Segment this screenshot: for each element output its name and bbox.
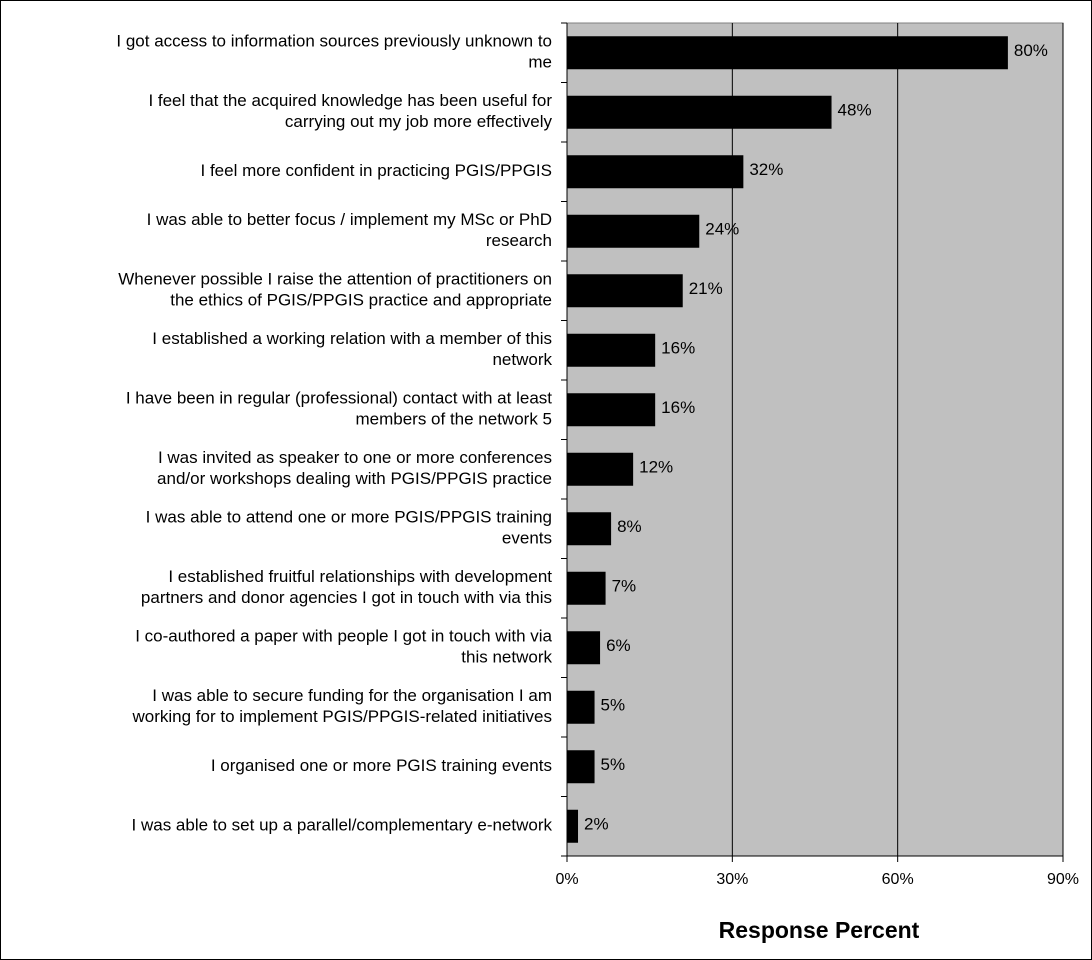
category-label: I feel that the acquired knowledge has b… <box>148 91 552 110</box>
bar <box>567 214 700 248</box>
category-label: and/or workshops dealing with PGIS/PPGIS… <box>157 469 552 488</box>
x-tick-labels: 0% 30% 60% 90% <box>555 871 1079 888</box>
category-label: partners and donor agencies I got in tou… <box>141 588 552 607</box>
bar-value-label: 24% <box>705 220 739 239</box>
category-label: I organised one or more PGIS training ev… <box>211 756 552 775</box>
category-label: this network <box>461 648 552 667</box>
x-tick-label: 90% <box>1047 871 1079 888</box>
bar-value-label: 12% <box>639 458 673 477</box>
data-labels: 80% 48% 32% 24% 21% 16% 16% 12% 8% 7% 6% 5% 5% 2% <box>584 41 1048 834</box>
bar-value-label: 32% <box>749 160 783 179</box>
bar <box>567 95 832 129</box>
bar <box>567 393 656 427</box>
category-label: me <box>528 53 552 72</box>
bar <box>567 155 744 189</box>
bar-value-label: 48% <box>838 101 872 120</box>
bar <box>567 333 656 367</box>
bars <box>567 36 1008 843</box>
category-label: Whenever possible I raise the attention … <box>118 270 552 289</box>
category-label: network <box>492 350 552 369</box>
bar <box>567 809 579 843</box>
bar <box>567 750 595 784</box>
category-label: I was able to better focus / implement m… <box>147 210 552 229</box>
category-label: research <box>486 231 552 250</box>
category-label: I have been in regular (professional) co… <box>126 389 552 408</box>
bar <box>567 36 1008 70</box>
category-label: I was able to attend one or more PGIS/PP… <box>146 508 552 527</box>
bar <box>567 512 612 546</box>
category-label: working for to implement PGIS/PPGIS-rela… <box>132 707 553 726</box>
bar-value-label: 5% <box>601 696 626 715</box>
bar <box>567 452 634 486</box>
bar-value-label: 16% <box>661 339 695 358</box>
x-tick-label: 30% <box>716 871 748 888</box>
bar <box>567 571 606 605</box>
category-label: events <box>502 529 552 548</box>
category-label: I established a working relation with a … <box>152 329 552 348</box>
category-label: I was able to secure funding for the org… <box>152 686 552 705</box>
x-tick-label: 60% <box>882 871 914 888</box>
category-label: I co-authored a paper with people I got … <box>135 627 552 646</box>
bar-value-label: 80% <box>1014 41 1048 60</box>
x-axis-title: Response Percent <box>719 917 920 943</box>
bar <box>567 631 601 665</box>
plot-area <box>566 22 1064 857</box>
category-label: the ethics of PGIS/PPGIS practice and ap… <box>170 291 552 310</box>
bar <box>567 690 595 724</box>
category-label: carrying out my job more effectively <box>285 112 553 131</box>
bar-value-label: 5% <box>601 755 626 774</box>
category-label: I got access to information sources prev… <box>116 32 552 51</box>
bar-value-label: 21% <box>689 279 723 298</box>
bar-value-label: 7% <box>612 577 637 596</box>
bar-value-label: 2% <box>584 815 609 834</box>
bar-value-label: 8% <box>617 517 642 536</box>
category-label: members of the network 5 <box>355 410 552 429</box>
category-label: I feel more confident in practicing PGIS… <box>201 161 553 180</box>
bar-value-label: 16% <box>661 398 695 417</box>
x-tick-label: 0% <box>555 871 578 888</box>
bar <box>567 274 683 308</box>
axes <box>561 22 1064 862</box>
category-labels: I got access to information sources prev… <box>116 32 552 835</box>
bar-value-label: 6% <box>606 636 631 655</box>
category-label: I was able to set up a parallel/compleme… <box>132 816 553 835</box>
category-label: I was invited as speaker to one or more … <box>158 448 552 467</box>
category-label: I established fruitful relationships wit… <box>168 567 552 586</box>
